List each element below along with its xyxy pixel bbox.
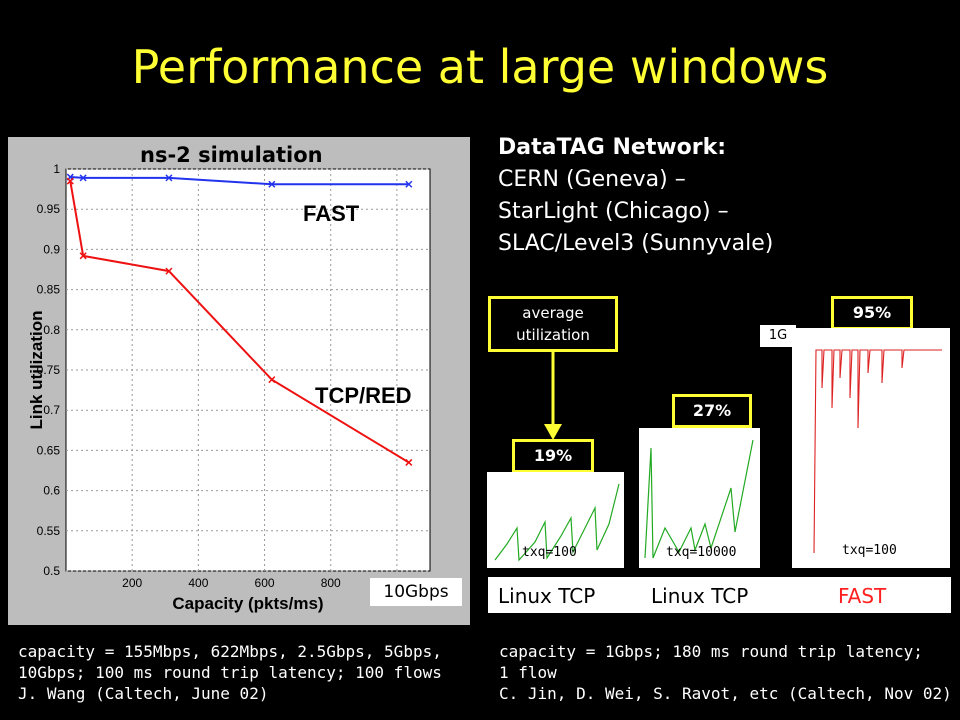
green-trace-plot: [494, 483, 620, 562]
data-point: [79, 252, 87, 260]
footnote-left-line-3: J. Wang (Caltech, June 02): [18, 684, 269, 703]
simulation-chart-panel: 0.5 0.55 0.6 0.65 0.7 0.75 0.8 0.85 0.9 0.95 1 200 4…: [8, 137, 470, 625]
footnote-left-line-2: 10Gbps; 100 ms round trip latency; 100 f…: [18, 663, 442, 682]
footnote-right-line-1: capacity = 1Gbps; 180 ms round trip late…: [499, 642, 923, 661]
footnote-right: capacity = 1Gbps; 180 ms round trip late…: [499, 641, 952, 704]
footnote-left-line-1: capacity = 155Mbps, 622Mbps, 2.5Gbps, 5G…: [18, 642, 442, 661]
tcp-red-series-label: TCP/RED: [315, 383, 412, 408]
pct-badge-linux-10000: 27%: [672, 394, 752, 428]
red-trace-plot: [813, 349, 942, 554]
data-point: [405, 180, 413, 188]
pct-badge-linux-100: 19%: [512, 439, 594, 473]
data-point: [79, 174, 87, 182]
x-axis-label: Capacity (pkts/ms): [172, 594, 323, 613]
y-tick-label: 0.9: [43, 242, 60, 256]
x-tick-label: 600: [255, 576, 275, 590]
data-point: [268, 376, 276, 384]
gbps-label: 10Gbps: [370, 578, 462, 606]
arrow-head: [544, 424, 562, 440]
y-tick-label: 0.7: [43, 403, 60, 417]
green-trace-plot: [644, 439, 754, 559]
callout-arrow: [544, 352, 562, 440]
data-point: [165, 174, 173, 182]
footnote-right-line-2: 1 flow: [499, 663, 557, 682]
data-point: [66, 177, 74, 185]
x-tick-label: 400: [188, 576, 208, 590]
network-line-2: StarLight (Chicago) –: [498, 199, 729, 224]
throughput-plot-linux-txq10000: [639, 428, 760, 568]
label-fast: FAST: [838, 584, 887, 608]
network-line-1: CERN (Geneva) –: [498, 167, 686, 192]
data-point: [405, 458, 413, 466]
utilization-chart: 0.5 0.55 0.6 0.65 0.7 0.75 0.8 0.85 0.9 0.95 1 200 4…: [27, 162, 431, 613]
y-tick-label: 0.6: [43, 484, 60, 498]
data-point: [268, 180, 276, 188]
average-utilization-callout: average utilization: [488, 296, 618, 352]
pct-badge-fast: 95%: [831, 296, 913, 330]
avg-label-line-1: average: [522, 304, 584, 322]
label-linux-tcp-2: Linux TCP: [651, 584, 749, 608]
simulation-title: ns-2 simulation: [140, 143, 323, 167]
avg-label-line-2: utilization: [516, 326, 590, 344]
footnote-right-line-3: C. Jin, D. Wei, S. Ravot, etc (Caltech, …: [499, 684, 952, 703]
fast-series-label: FAST: [303, 201, 360, 226]
network-line-3: SLAC/Level3 (Sunnyvale): [498, 231, 774, 256]
footnote-left: capacity = 155Mbps, 622Mbps, 2.5Gbps, 5G…: [18, 641, 442, 704]
x-tick-label: 200: [122, 576, 142, 590]
y-tick-label: 0.5: [43, 564, 60, 578]
protocol-label-bar: [488, 577, 951, 613]
y-tick-label: 0.95: [37, 202, 61, 216]
label-linux-tcp-1: Linux TCP: [498, 584, 596, 608]
txq-label-1: txq=100: [522, 545, 577, 560]
y-tick-label: 0.85: [37, 283, 61, 297]
one-gig-label: 1G: [760, 325, 796, 347]
y-tick-label: 0.65: [37, 443, 61, 457]
y-tick-label: 0.8: [43, 323, 60, 337]
y-axis-label: Link utilization: [27, 311, 46, 430]
throughput-plot-linux-txq100: [487, 472, 624, 568]
y-tick-label: 0.55: [37, 524, 61, 538]
throughput-plot-fast: [792, 328, 950, 568]
txq-label-3: txq=100: [842, 543, 897, 558]
txq-label-2: txq=10000: [666, 545, 737, 560]
y-tick-label: 1: [53, 162, 60, 176]
network-description: DataTAG Network: CERN (Geneva) – StarLig…: [498, 132, 773, 260]
slide-title: Performance at large windows: [131, 40, 829, 94]
data-point: [165, 267, 173, 275]
network-heading: DataTAG Network:: [498, 135, 727, 160]
x-tick-label: 800: [321, 576, 341, 590]
y-tick-label: 0.75: [37, 363, 61, 377]
